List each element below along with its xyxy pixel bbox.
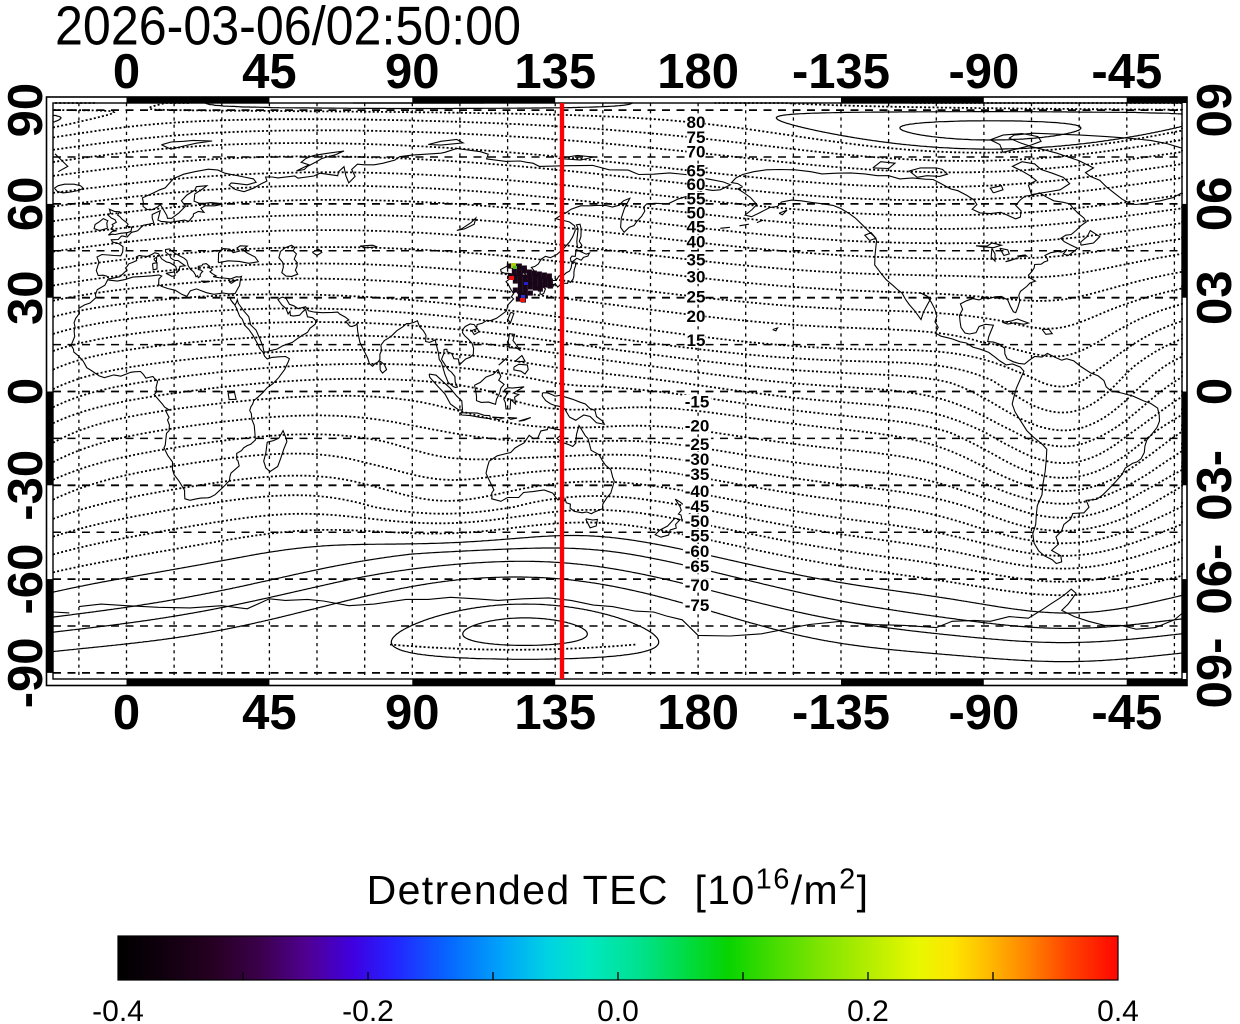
svg-text:25: 25 <box>687 287 706 306</box>
svg-text:-60: -60 <box>0 544 53 615</box>
svg-text:-20: -20 <box>685 416 710 435</box>
svg-text:135: 135 <box>514 45 596 99</box>
svg-text:0.4: 0.4 <box>1097 995 1139 1024</box>
svg-text:-0.2: -0.2 <box>342 995 394 1024</box>
svg-text:-70: -70 <box>685 576 710 595</box>
svg-text:-55: -55 <box>685 526 710 545</box>
svg-text:06-: 06- <box>1188 544 1240 615</box>
svg-text:180: 180 <box>657 686 739 740</box>
svg-text:90: 90 <box>0 83 53 138</box>
svg-text:65: 65 <box>687 161 706 180</box>
svg-text:-45: -45 <box>685 497 710 516</box>
svg-text:-45: -45 <box>1091 45 1162 99</box>
svg-text:0: 0 <box>113 686 140 740</box>
svg-text:40: 40 <box>687 232 706 251</box>
svg-text:60: 60 <box>0 177 53 232</box>
svg-text:09-: 09- <box>1188 637 1240 708</box>
svg-text:-30: -30 <box>685 450 710 469</box>
svg-text:03: 03 <box>1188 270 1240 325</box>
svg-text:-90: -90 <box>948 686 1019 740</box>
svg-text:-135: -135 <box>792 686 890 740</box>
svg-text:45: 45 <box>242 686 297 740</box>
svg-text:03-: 03- <box>1188 450 1240 521</box>
svg-text:09: 09 <box>1188 83 1240 138</box>
svg-text:2026-03-06/02:50:00: 2026-03-06/02:50:00 <box>55 0 521 57</box>
svg-text:0.2: 0.2 <box>847 995 889 1024</box>
svg-text:-50: -50 <box>685 512 710 531</box>
svg-text:-60: -60 <box>685 542 710 561</box>
svg-text:-65: -65 <box>685 557 710 576</box>
svg-text:180: 180 <box>657 45 739 99</box>
svg-text:-75: -75 <box>685 596 710 615</box>
svg-text:0: 0 <box>1188 378 1240 405</box>
svg-text:30: 30 <box>0 270 53 325</box>
svg-text:-90: -90 <box>0 637 53 708</box>
svg-text:-35: -35 <box>685 465 710 484</box>
svg-text:-15: -15 <box>685 393 710 412</box>
svg-text:15: 15 <box>687 331 706 350</box>
svg-text:45: 45 <box>687 218 706 237</box>
svg-text:75: 75 <box>687 128 706 147</box>
svg-text:35: 35 <box>687 251 706 270</box>
svg-text:-90: -90 <box>948 45 1019 99</box>
svg-text:90: 90 <box>385 45 440 99</box>
svg-text:20: 20 <box>687 307 706 326</box>
svg-text:06: 06 <box>1188 177 1240 232</box>
svg-text:80: 80 <box>687 113 706 132</box>
svg-text:-40: -40 <box>685 482 710 501</box>
svg-text:70: 70 <box>687 143 706 162</box>
svg-text:60: 60 <box>687 175 706 194</box>
svg-text:-45: -45 <box>1091 686 1162 740</box>
svg-text:Detrended TEC [1016/m2]: Detrended TEC [1016/m2] <box>367 864 870 914</box>
svg-text:0: 0 <box>113 45 140 99</box>
svg-text:0.0: 0.0 <box>597 995 639 1024</box>
svg-text:0: 0 <box>0 378 53 405</box>
svg-text:-135: -135 <box>792 45 890 99</box>
svg-text:50: 50 <box>687 204 706 223</box>
svg-text:-0.4: -0.4 <box>92 995 144 1024</box>
svg-text:135: 135 <box>514 686 596 740</box>
svg-text:30: 30 <box>687 268 706 287</box>
svg-text:55: 55 <box>687 190 706 209</box>
svg-text:45: 45 <box>242 45 297 99</box>
svg-text:-25: -25 <box>685 435 710 454</box>
svg-text:90: 90 <box>385 686 440 740</box>
svg-text:-30: -30 <box>0 450 53 521</box>
